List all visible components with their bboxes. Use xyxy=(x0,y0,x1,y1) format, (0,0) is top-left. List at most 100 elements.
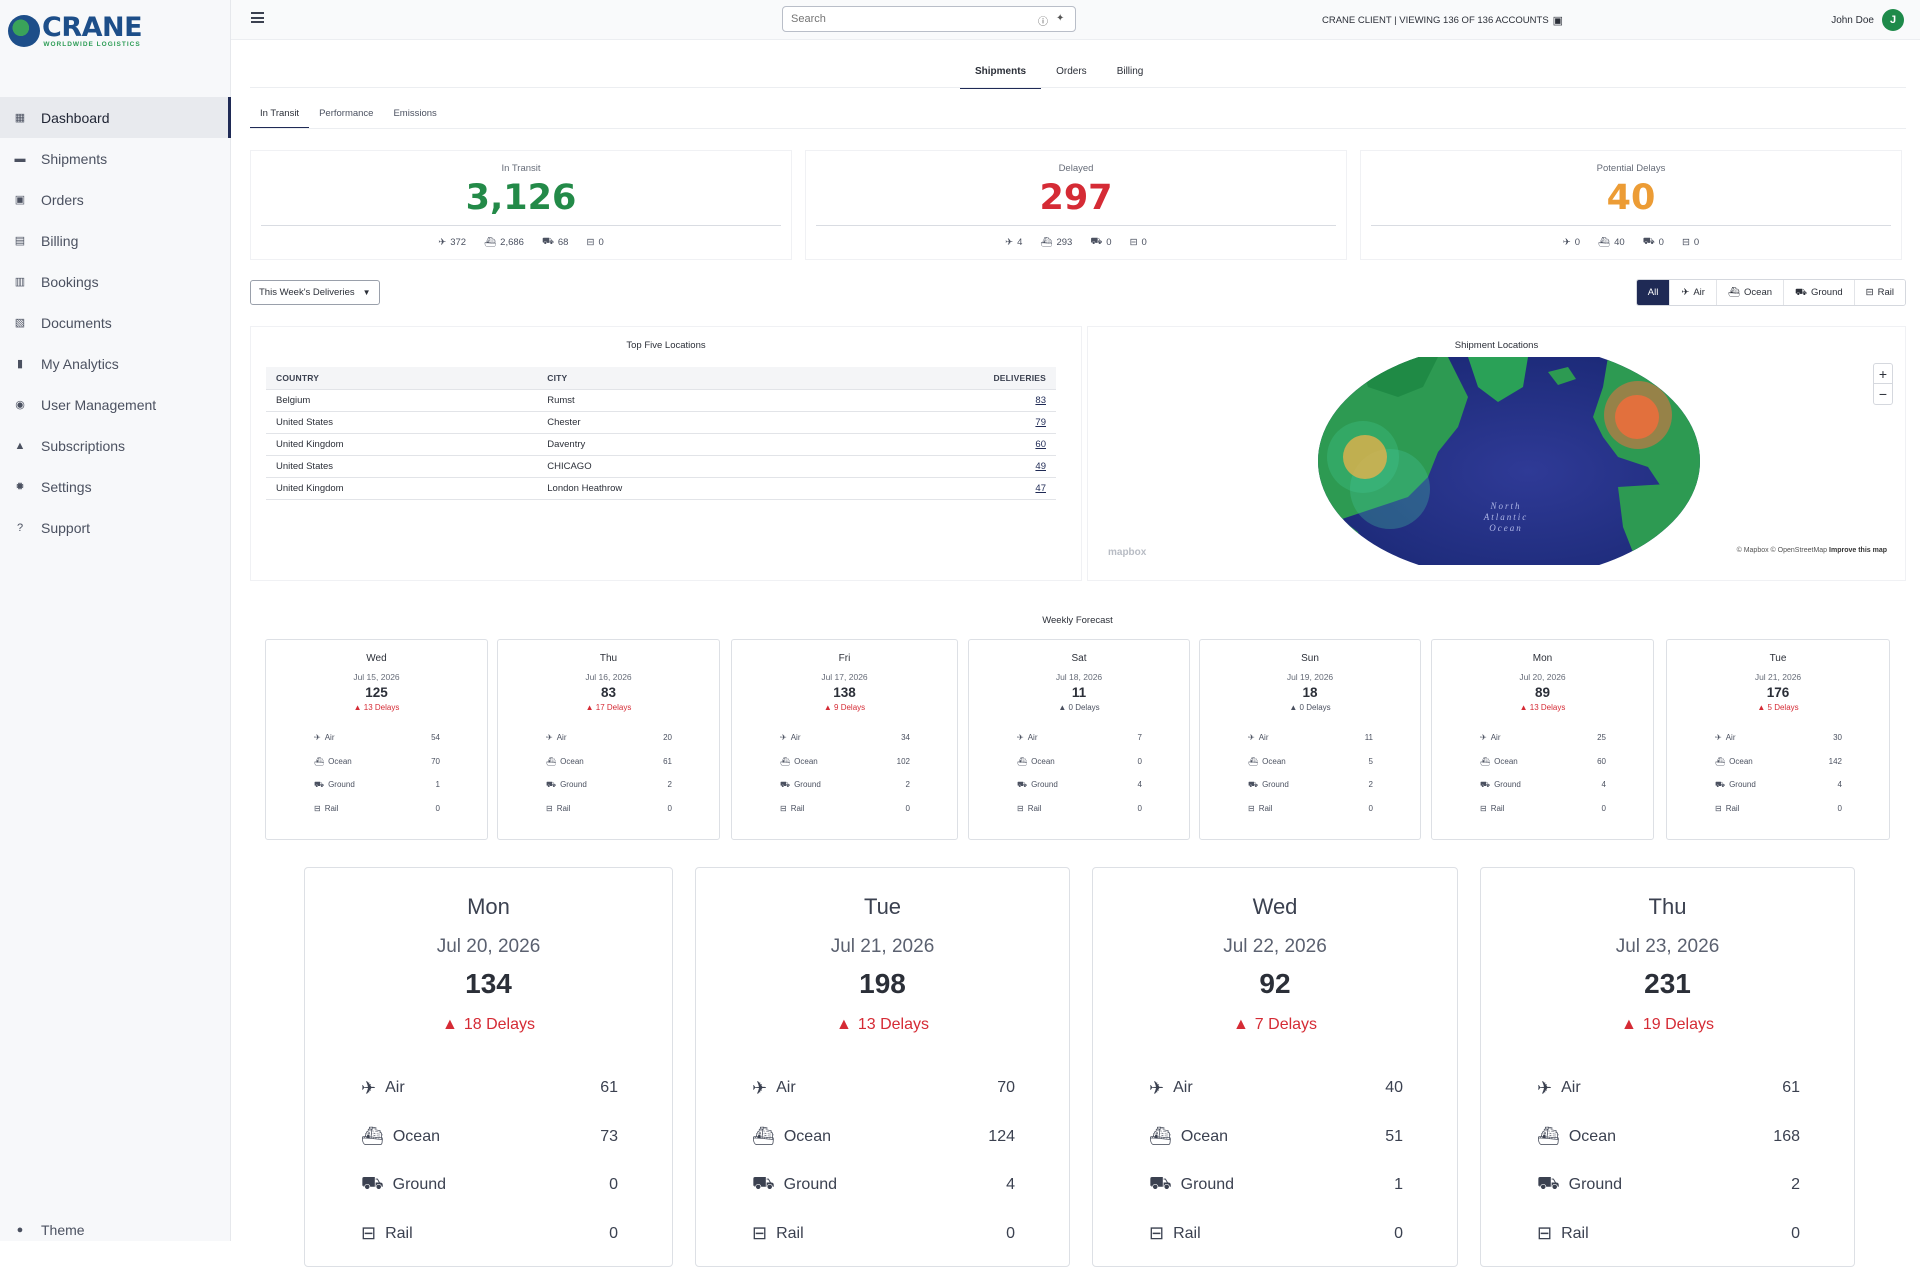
deliveries-link[interactable]: 79 xyxy=(831,411,1056,434)
forecast-detail-card-wed[interactable]: Wed Jul 22, 2026 92 ▲ 7 Delays ✈ Air 40 ⛴ Oce… xyxy=(1092,867,1458,1267)
ship-icon: ⛴ xyxy=(546,756,557,766)
forecast-air-row: ✈ Air 11 xyxy=(1248,733,1373,743)
warning-icon: ▲ xyxy=(1621,1016,1637,1033)
subtab-in-transit[interactable]: In Transit xyxy=(250,106,310,129)
train-icon: ⊟ xyxy=(1248,803,1255,813)
truck-icon: ⛟ xyxy=(1795,286,1807,298)
sidebar-item-subscriptions[interactable]: ▲ Subscriptions xyxy=(0,425,231,466)
svg-text:North: North xyxy=(1489,501,1521,511)
filter-all[interactable]: All xyxy=(1636,280,1671,305)
forecast-total: 176 xyxy=(1766,685,1790,700)
zoom-out-button[interactable]: − xyxy=(1878,386,1888,402)
detail-rail-row: ⊟ Rail 0 xyxy=(1537,1223,1800,1244)
sidebar-item-billing[interactable]: ▤ Billing xyxy=(0,220,231,261)
warning-icon: ▲ xyxy=(1289,703,1298,712)
detail-ocean-row: ⛴ Ocean 168 xyxy=(1537,1126,1800,1147)
sidebar-item-shipments[interactable]: ▬ Shipments xyxy=(0,138,231,179)
shipment-map[interactable]: North Atlantic Ocean xyxy=(1318,357,1700,565)
kpi-air-count: ✈ 0 xyxy=(1562,236,1581,248)
top-locations-table: COUNTRY CITY DELIVERIES Belgium Rumst 83… xyxy=(266,367,1056,500)
forecast-day: Wed xyxy=(366,653,387,664)
top-locations-panel: Top Five Locations COUNTRY CITY DELIVERI… xyxy=(250,326,1082,581)
sidebar-item-my-analytics[interactable]: ▮ My Analytics xyxy=(0,343,231,384)
forecast-card-thu[interactable]: Thu Jul 16, 2026 83 ▲ 17 Delays ✈ Air 20 ⛴ O… xyxy=(497,639,720,840)
forecast-detail-card-tue[interactable]: Tue Jul 21, 2026 198 ▲ 13 Delays ✈ Air 70 ⛴ O… xyxy=(695,867,1070,1267)
sidebar-item-dashboard[interactable]: ▦ Dashboard xyxy=(0,97,231,138)
zoom-in-button[interactable]: + xyxy=(1874,364,1892,384)
warning-icon: ▲ xyxy=(836,1016,852,1033)
detail-ground-row: ⛟ Ground 0 xyxy=(361,1161,618,1210)
tab-orders[interactable]: Orders xyxy=(1056,66,1087,77)
forecast-detail-card-mon[interactable]: Mon Jul 20, 2026 134 ▲ 18 Delays ✈ Air 61 ⛴ O… xyxy=(304,867,673,1267)
cluster-medium-europe[interactable] xyxy=(1615,395,1659,439)
user-menu[interactable]: John Doe J xyxy=(1831,9,1904,31)
train-icon: ⊟ xyxy=(1480,803,1487,813)
deliveries-link[interactable]: 47 xyxy=(831,477,1056,500)
sidebar-item-orders[interactable]: ▣ Orders xyxy=(0,179,231,220)
filter-ocean[interactable]: ⛴ Ocean xyxy=(1716,280,1785,305)
filter-rail[interactable]: ⊟ Rail xyxy=(1854,280,1905,305)
sidebar-item-bookings[interactable]: ▥ Bookings xyxy=(0,261,231,302)
forecast-card-tue[interactable]: Tue Jul 21, 2026 176 ▲ 5 Delays ✈ Air 30 ⛴ O… xyxy=(1666,639,1890,840)
menu-icon[interactable] xyxy=(251,12,264,23)
avatar[interactable]: J xyxy=(1882,9,1904,31)
forecast-day: Thu xyxy=(599,653,618,664)
kpi-card-potential-delays[interactable]: Potential Delays 40 ✈ 0 ⛴ 40 ⛟ 0 ⊟ 0 xyxy=(1360,150,1902,260)
forecast-card-mon[interactable]: Mon Jul 20, 2026 89 ▲ 13 Delays ✈ Air 25 ⛴ O… xyxy=(1431,639,1654,840)
tab-shipments[interactable]: Shipments xyxy=(960,62,1042,89)
forecast-rail-row: ⊟ Rail 0 xyxy=(546,803,672,813)
crane-logo[interactable]: CRANE WORLDWIDE LOGISTICS xyxy=(8,14,143,49)
forecast-card-fri[interactable]: Fri Jul 17, 2026 138 ▲ 9 Delays ✈ Air 34 ⛴ O… xyxy=(731,639,958,840)
forecast-card-sun[interactable]: Sun Jul 19, 2026 18 ▲ 0 Delays ✈ Air 11 ⛴ Oc… xyxy=(1199,639,1421,840)
improve-map-link[interactable]: Improve this map xyxy=(1829,547,1887,554)
forecast-card-wed[interactable]: Wed Jul 15, 2026 125 ▲ 13 Delays ✈ Air 54 ⛴… xyxy=(265,639,488,840)
filter-air[interactable]: ✈ Air xyxy=(1670,280,1717,305)
svg-text:Ocean: Ocean xyxy=(1489,523,1523,533)
kpi-rail-count: ⊟ 0 xyxy=(1681,236,1700,248)
city-cell: Rumst xyxy=(537,389,832,412)
plane-icon: ✈ xyxy=(1248,733,1255,743)
theme-toggle[interactable]: ● Theme xyxy=(13,1222,85,1238)
deliveries-period-dropdown[interactable]: This Week's Deliveries ▼ xyxy=(250,280,380,305)
tab-billing[interactable]: Billing xyxy=(1116,66,1144,77)
deliveries-link[interactable]: 49 xyxy=(831,455,1056,478)
mapbox-logo[interactable]: mapbox xyxy=(1108,547,1147,558)
warning-icon: ▲ xyxy=(585,703,594,712)
calendar-icon: ▥ xyxy=(14,276,26,288)
account-switch-icon[interactable]: ▣ xyxy=(1552,15,1564,27)
subtab-emissions[interactable]: Emissions xyxy=(393,108,437,119)
sidebar-item-settings[interactable]: ✹ Settings xyxy=(0,466,231,507)
info-icon[interactable]: ⓘ xyxy=(1038,17,1048,28)
ship-icon: ⛴ xyxy=(1480,756,1491,766)
kpi-card-delayed[interactable]: Delayed 297 ✈ 4 ⛴ 293 ⛟ 0 ⊟ 0 xyxy=(805,150,1347,260)
sidebar-item-label: Bookings xyxy=(41,273,99,290)
top-bar: ⓘ ✦ CRANE CLIENT | VIEWING 136 OF 136 AC… xyxy=(231,0,1920,40)
forecast-date: Jul 21, 2026 xyxy=(1754,672,1802,682)
cluster-medium-us[interactable] xyxy=(1343,435,1387,479)
kpi-ocean-count: ⛴ 2,686 xyxy=(484,236,524,248)
kpi-divider xyxy=(1371,225,1891,226)
deliveries-link[interactable]: 83 xyxy=(831,389,1056,412)
deliveries-link[interactable]: 60 xyxy=(831,433,1056,456)
sidebar-item-documents[interactable]: ▧ Documents xyxy=(0,302,231,343)
kpi-value: 3,126 xyxy=(465,178,577,218)
ai-sparkle-icon[interactable]: ✦ xyxy=(1056,13,1065,24)
brand-tagline: WORLDWIDE LOGISTICS xyxy=(43,41,141,48)
forecast-detail-card-thu[interactable]: Thu Jul 23, 2026 231 ▲ 19 Delays ✈ Air 61 ⛴ O… xyxy=(1480,867,1855,1267)
filter-ground[interactable]: ⛟ Ground xyxy=(1784,280,1855,305)
warning-icon: ▲ xyxy=(1232,1016,1249,1033)
kpi-card-in-transit[interactable]: In Transit 3,126 ✈ 372 ⛴ 2,686 ⛟ 68 ⊟ 0 xyxy=(250,150,792,260)
train-icon: ⊟ xyxy=(1149,1223,1165,1244)
subtab-performance[interactable]: Performance xyxy=(319,108,374,119)
sidebar-item-support[interactable]: ? Support xyxy=(0,507,231,548)
detail-delays: ▲ 13 Delays xyxy=(836,1016,929,1033)
forecast-air-row: ✈ Air 54 xyxy=(314,733,440,743)
city-cell: London Heathrow xyxy=(537,477,832,500)
country-cell: United States xyxy=(266,455,538,478)
train-icon: ⊟ xyxy=(1017,803,1024,813)
forecast-card-sat[interactable]: Sat Jul 18, 2026 11 ▲ 0 Delays ✈ Air 7 ⛴ Oce… xyxy=(968,639,1190,840)
sidebar-item-user-management[interactable]: ◉ User Management xyxy=(0,384,231,425)
kpi-divider xyxy=(816,225,1336,226)
africa-landmass xyxy=(1618,482,1700,565)
search-input[interactable] xyxy=(783,7,1013,31)
